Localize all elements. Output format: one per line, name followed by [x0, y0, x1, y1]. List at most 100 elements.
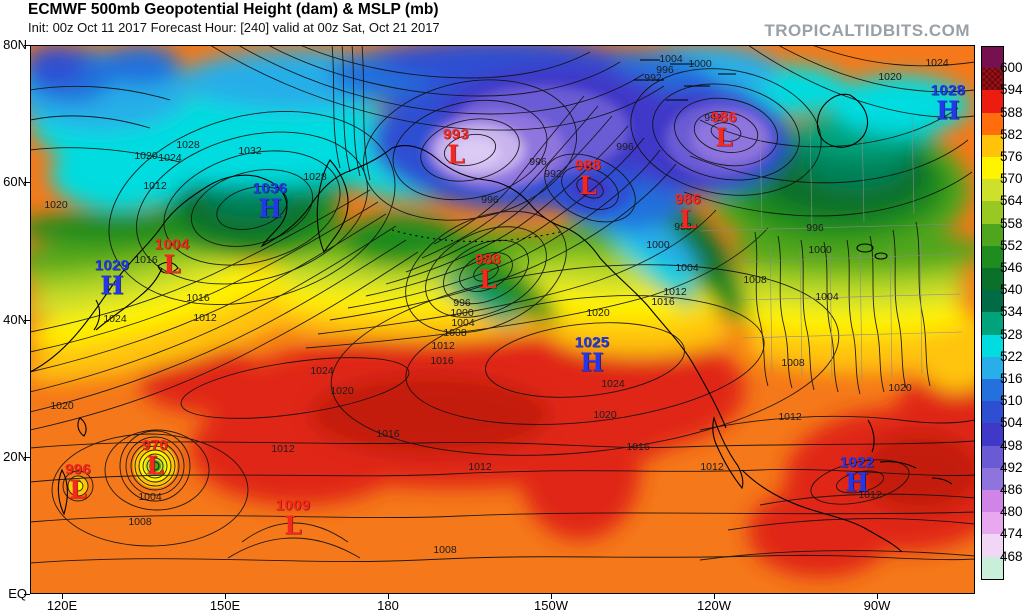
pressure-letter: L — [69, 475, 87, 504]
pressure-value: 988 — [575, 157, 601, 174]
contour-label: 1020 — [878, 71, 902, 83]
colorbar-tick-label: 468 — [1000, 548, 1023, 564]
contour-label: 1020 — [586, 307, 610, 319]
contour-label: 1032 — [238, 145, 262, 157]
contour-label: 1012 — [700, 461, 724, 473]
colorbar-tick-label: 510 — [1000, 393, 1023, 409]
contour-label: 1008 — [781, 357, 805, 369]
colorbar-tick-label: 558 — [1000, 215, 1023, 231]
page-title: ECMWF 500mb Geopotential Height (dam) & … — [28, 1, 439, 18]
contour-label: 1012 — [271, 443, 295, 455]
pressure-center-low: 970 L — [142, 438, 168, 478]
pressure-letter: L — [163, 250, 181, 279]
y-axis-tick — [24, 594, 30, 595]
colorbar-tick-label: 504 — [1000, 415, 1023, 431]
colorbar-tick-label: 582 — [1000, 126, 1023, 142]
contour-label: 1004 — [815, 291, 839, 303]
pressure-value: 986 — [711, 109, 737, 126]
pressure-letter: H — [258, 194, 282, 223]
isobar-contours — [30, 45, 975, 564]
x-axis-label: 120E — [46, 598, 78, 612]
colorbar-tick-label: 492 — [1000, 459, 1023, 475]
y-axis-tick — [24, 320, 30, 321]
pressure-center-high: 1022 H — [840, 455, 875, 495]
height-field-fill — [30, 45, 975, 594]
coastlines — [30, 59, 953, 553]
y-axis-tick — [24, 182, 30, 183]
contour-label: 996 — [481, 194, 499, 206]
contour-label: 1016 — [626, 441, 650, 453]
contour-label: 1024 — [310, 365, 334, 377]
contour-label: 996 — [806, 222, 824, 234]
contour-label: 1016 — [430, 355, 454, 367]
pressure-value: 993 — [443, 126, 469, 143]
pressure-letter: L — [284, 511, 302, 540]
pressure-center-low: 986 L — [711, 110, 737, 150]
contour-label: 1008 — [443, 327, 467, 339]
contour-label: 1020 — [50, 400, 74, 412]
pressure-center-high: 1028 H — [931, 83, 966, 123]
x-axis-label: 150E — [209, 598, 241, 612]
pressure-center-low: 988 L — [475, 252, 501, 292]
contour-label: 1012 — [193, 312, 217, 324]
contour-label: 1012 — [143, 180, 167, 192]
colorbar-tick-label: 522 — [1000, 348, 1023, 364]
contour-label: 1028 — [176, 139, 200, 151]
pressure-value: 1025 — [574, 334, 610, 351]
pressure-letter: H — [100, 271, 124, 300]
colorbar-tick-label: 540 — [1000, 282, 1023, 298]
colorbar-tick-label: 552 — [1000, 237, 1023, 253]
contour-label: 1020 — [134, 150, 158, 162]
colorbar-tick-label: 486 — [1000, 482, 1023, 497]
pressure-value: 986 — [675, 191, 701, 208]
pressure-value: 970 — [142, 437, 168, 454]
contour-label: 996 — [656, 64, 674, 76]
y-axis-label: 40N — [3, 312, 27, 327]
contour-label: 1012 — [431, 340, 455, 352]
pressure-center-low: 1009 L — [276, 498, 311, 538]
colorbar-segment — [981, 68, 1004, 92]
pressure-center-high: 1025 H — [575, 335, 610, 375]
pressure-value: 996 — [65, 461, 91, 478]
pressure-letter: L — [146, 451, 164, 480]
contour-label: 1000 — [450, 307, 474, 319]
pressure-center-low: 996 L — [65, 462, 91, 502]
pressure-center-high: 1036 H — [253, 181, 288, 221]
contour-label: 1020 — [888, 382, 912, 394]
colorbar-tick-label: 588 — [1000, 104, 1023, 120]
y-axis-label: 20N — [3, 449, 27, 464]
colorbar-tick-label: 576 — [1000, 149, 1023, 164]
contour-label: 1000 — [688, 58, 712, 70]
colorbar-tick-label: 570 — [1000, 171, 1023, 187]
contour-label: 1020 — [44, 199, 68, 211]
contour-label: 996 — [529, 156, 547, 168]
colorbar-tick-label: 480 — [1000, 504, 1023, 520]
colorbar-tick-label: 546 — [1000, 260, 1023, 275]
contour-label: 1016 — [651, 296, 675, 308]
y-axis-label: 80N — [3, 37, 27, 52]
contour-label: 996 — [453, 297, 471, 309]
contour-label: 1004 — [659, 53, 683, 65]
colorbar-tick-label: 516 — [1000, 371, 1023, 386]
contour-label: 1016 — [376, 428, 400, 440]
contour-label: 1008 — [433, 544, 457, 556]
x-axis-label: 90W — [863, 598, 891, 612]
pressure-letter: L — [447, 140, 465, 169]
contour-label: 1024 — [925, 57, 949, 69]
contour-label: 992 — [704, 112, 722, 124]
colorbar-tick-label: 474 — [1000, 526, 1023, 542]
pressure-letter: L — [715, 123, 733, 152]
colorbar-tick-label: 534 — [1000, 304, 1023, 320]
pressure-letter: H — [580, 348, 604, 377]
x-axis-tick — [877, 594, 878, 599]
pressure-letter: L — [679, 205, 697, 234]
pressure-value: 1004 — [154, 236, 190, 253]
contour-label: 996 — [616, 141, 634, 153]
contour-label: 992 — [644, 72, 662, 84]
contour-label: 1004 — [675, 262, 699, 274]
pressure-letter: L — [579, 171, 597, 200]
pressure-letter: H — [936, 96, 960, 125]
colorbar-tick-label: 498 — [1000, 437, 1023, 453]
colorbar-segment — [981, 556, 1004, 580]
contour-label: 1012 — [858, 489, 882, 501]
